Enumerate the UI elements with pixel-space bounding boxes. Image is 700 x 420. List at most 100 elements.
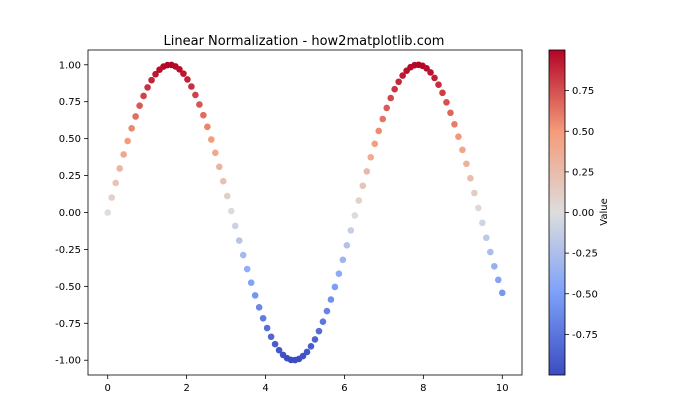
y-tick-label: 0.25: [59, 171, 81, 182]
data-point: [152, 70, 159, 78]
data-point: [204, 123, 211, 131]
y-tick-label: -0.75: [55, 319, 81, 330]
colorbar-tick-label: 0.75: [572, 86, 594, 97]
data-point: [200, 111, 207, 119]
colorbar-label: Value: [599, 198, 610, 225]
y-tick-label: -0.50: [55, 282, 81, 293]
data-point: [231, 222, 239, 230]
y-tick-label: 0.50: [59, 134, 81, 145]
data-point: [251, 292, 259, 299]
data-point: [299, 352, 307, 360]
data-point: [491, 262, 498, 270]
data-point: [447, 109, 454, 117]
data-point: [323, 307, 331, 315]
data-point: [479, 219, 486, 227]
y-tick-label: -0.25: [55, 245, 81, 256]
data-point: [216, 163, 223, 171]
y-tick-label: 0.00: [59, 208, 81, 219]
y-tick-label: 0.75: [59, 97, 81, 108]
data-point: [455, 133, 462, 141]
axes-frame: [87, 49, 523, 376]
data-point: [120, 151, 127, 158]
data-point: [180, 70, 187, 77]
data-point: [267, 333, 275, 341]
data-point: [399, 72, 406, 79]
data-point: [255, 304, 263, 311]
data-point: [303, 348, 311, 356]
data-point: [339, 256, 347, 264]
data-point: [371, 140, 379, 148]
data-point: [427, 69, 434, 76]
data-point: [463, 160, 470, 168]
data-point: [359, 182, 367, 190]
data-point: [435, 81, 442, 89]
data-point: [208, 136, 215, 143]
data-point: [104, 209, 112, 216]
data-point: [223, 192, 231, 200]
data-point: [116, 165, 123, 172]
data-point: [439, 89, 446, 97]
data-point: [487, 248, 494, 256]
data-point: [367, 153, 375, 161]
data-point: [319, 318, 327, 325]
data-point: [263, 324, 271, 332]
data-point: [212, 149, 219, 157]
data-point: [347, 227, 355, 234]
colorbar-tick-label: -0.75: [572, 330, 598, 341]
data-point: [315, 327, 323, 335]
data-point: [355, 197, 363, 204]
data-point: [132, 113, 139, 120]
data-point: [387, 94, 395, 102]
data-point: [391, 85, 398, 93]
data-point: [136, 102, 143, 109]
y-tick-label: -1.00: [55, 356, 81, 367]
data-point: [451, 121, 458, 128]
colorbar-ticks: -0.75 -0.50 -0.25 0.00 0.25 0.50 0.75: [565, 86, 598, 341]
x-tick-label: 6: [341, 383, 347, 394]
colorbar-gradient: [549, 50, 565, 375]
data-point: [351, 212, 359, 219]
data-point: [498, 289, 506, 297]
colorbar-tick-label: 0.50: [572, 127, 594, 138]
data-point: [271, 340, 279, 348]
data-point: [176, 66, 183, 73]
colorbar-tick-label: 0.25: [572, 167, 594, 178]
data-point: [431, 74, 438, 82]
data-point: [227, 207, 235, 215]
data-point: [375, 127, 383, 135]
data-point: [467, 174, 474, 182]
data-point: [124, 137, 131, 145]
data-point: [219, 177, 227, 185]
x-tick-label: 10: [496, 383, 509, 394]
data-point: [275, 346, 283, 354]
data-point: [471, 189, 478, 197]
data-point: [327, 296, 335, 303]
data-point: [383, 104, 391, 112]
data-point: [108, 194, 116, 201]
data-point: [140, 92, 147, 100]
data-point: [331, 283, 339, 291]
data-point: [494, 276, 502, 284]
colorbar: -0.75 -0.50 -0.25 0.00 0.25 0.50 0.75 Value: [548, 49, 610, 376]
y-tick-label: 1.00: [59, 60, 81, 71]
data-point: [459, 146, 466, 154]
data-point: [112, 179, 119, 187]
data-point: [235, 237, 243, 244]
data-point: [148, 76, 155, 84]
data-point: [259, 314, 267, 322]
y-axis: -1.00 -0.75 -0.50 -0.25 0.00 0.25 0.50 0.75 1.00: [55, 60, 88, 367]
x-tick-label: 0: [105, 383, 111, 394]
data-point: [192, 91, 199, 99]
data-point: [243, 265, 251, 273]
data-point: [307, 343, 315, 350]
data-point: [144, 84, 151, 91]
data-point: [343, 242, 351, 249]
colorbar-tick-label: 0.00: [572, 208, 594, 219]
data-point: [363, 168, 371, 175]
data-point: [128, 125, 135, 132]
data-point: [196, 101, 203, 108]
data-point: [311, 336, 319, 343]
colorbar-tick-label: -0.50: [572, 289, 598, 300]
data-point: [335, 270, 343, 277]
